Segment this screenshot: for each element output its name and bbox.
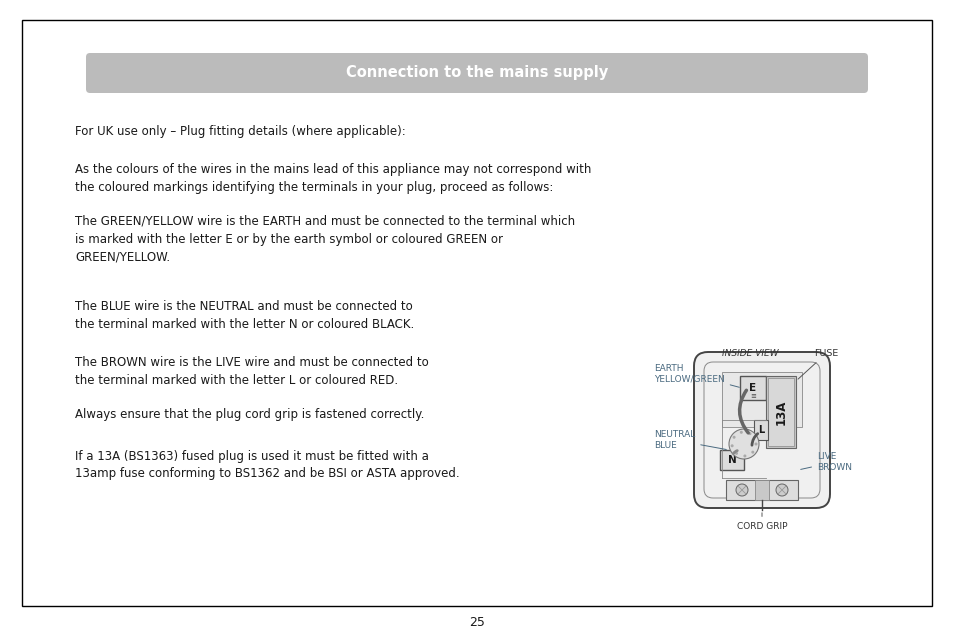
Text: FUSE: FUSE bbox=[798, 349, 838, 379]
Circle shape bbox=[735, 484, 747, 496]
Bar bbox=[721, 372, 801, 427]
Text: LIVE
BROWN: LIVE BROWN bbox=[800, 452, 851, 472]
Text: L: L bbox=[757, 425, 763, 435]
Text: N: N bbox=[727, 455, 736, 465]
Bar bbox=[740, 376, 765, 400]
Circle shape bbox=[732, 436, 735, 439]
FancyArrowPatch shape bbox=[751, 434, 757, 445]
Text: For UK use only – Plug fitting details (where applicable):: For UK use only – Plug fitting details (… bbox=[75, 125, 405, 138]
Bar bbox=[753, 420, 767, 440]
Circle shape bbox=[775, 484, 787, 496]
Text: NEUTRAL
BLUE: NEUTRAL BLUE bbox=[654, 431, 725, 450]
Bar bbox=[725, 480, 797, 500]
Circle shape bbox=[754, 443, 757, 445]
Bar bbox=[754, 480, 768, 500]
Text: If a 13A (BS1363) fused plug is used it must be fitted with a
13amp fuse conform: If a 13A (BS1363) fused plug is used it … bbox=[75, 450, 459, 481]
Text: 25: 25 bbox=[469, 616, 484, 628]
FancyBboxPatch shape bbox=[693, 352, 829, 508]
Circle shape bbox=[751, 451, 754, 453]
Circle shape bbox=[742, 455, 745, 457]
Text: Always ensure that the plug cord grip is fastened correctly.: Always ensure that the plug cord grip is… bbox=[75, 408, 424, 421]
Circle shape bbox=[734, 452, 738, 455]
Bar bbox=[767, 378, 793, 446]
FancyArrowPatch shape bbox=[733, 451, 737, 453]
Text: Connection to the mains supply: Connection to the mains supply bbox=[346, 66, 607, 81]
Circle shape bbox=[740, 431, 742, 434]
Text: As the colours of the wires in the mains lead of this appliance may not correspo: As the colours of the wires in the mains… bbox=[75, 163, 591, 193]
Bar bbox=[765, 376, 795, 448]
Text: The BROWN wire is the LIVE wire and must be connected to
the terminal marked wit: The BROWN wire is the LIVE wire and must… bbox=[75, 356, 428, 387]
FancyBboxPatch shape bbox=[86, 53, 867, 93]
Text: The GREEN/YELLOW wire is the EARTH and must be connected to the terminal which
i: The GREEN/YELLOW wire is the EARTH and m… bbox=[75, 215, 575, 263]
FancyArrowPatch shape bbox=[739, 391, 747, 433]
Text: E: E bbox=[749, 383, 756, 393]
Circle shape bbox=[748, 432, 751, 435]
Text: ≡: ≡ bbox=[749, 393, 755, 399]
Text: The BLUE wire is the NEUTRAL and must be connected to
the terminal marked with t: The BLUE wire is the NEUTRAL and must be… bbox=[75, 300, 414, 331]
Circle shape bbox=[728, 429, 759, 459]
Circle shape bbox=[730, 445, 733, 447]
Text: 13A: 13A bbox=[774, 399, 786, 425]
Text: INSIDE VIEW: INSIDE VIEW bbox=[720, 349, 778, 358]
Text: CORD GRIP: CORD GRIP bbox=[736, 513, 786, 531]
Text: EARTH
YELLOW/GREEN: EARTH YELLOW/GREEN bbox=[654, 364, 739, 387]
Bar bbox=[720, 450, 743, 470]
